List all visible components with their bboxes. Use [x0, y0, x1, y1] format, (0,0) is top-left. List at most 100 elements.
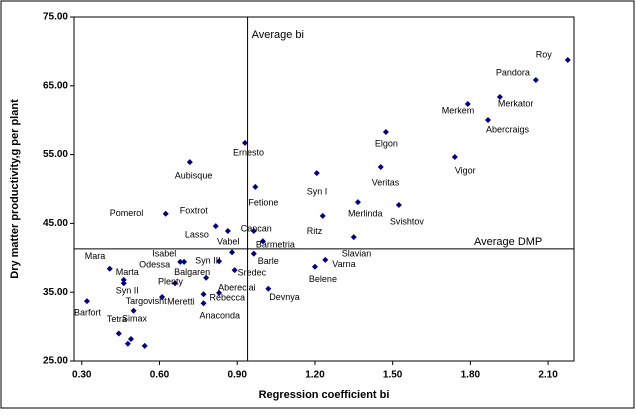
- point: [216, 258, 223, 265]
- point: [564, 57, 571, 63]
- point-label: Varna: [332, 259, 355, 269]
- point: [250, 250, 257, 257]
- point-label: Abercraigs: [486, 124, 530, 134]
- point-label: Marta: [116, 267, 139, 277]
- y-tick-label: 25.00: [43, 356, 68, 367]
- reference-label: Average bi: [252, 29, 304, 41]
- x-tick-label: 2.10: [538, 370, 558, 381]
- point-label: Elgon: [375, 138, 398, 148]
- point-label: Ritz: [307, 226, 323, 236]
- point: [120, 280, 127, 287]
- point-label: Foxtrot: [180, 206, 209, 216]
- point-label: Merlinda: [348, 208, 383, 218]
- point-label: Barle: [258, 256, 279, 266]
- point: [319, 212, 326, 219]
- y-tick-label: 55.00: [43, 149, 68, 160]
- point: [259, 238, 266, 245]
- point: [377, 163, 384, 170]
- point: [451, 154, 458, 161]
- x-axis-title: Regression coefficient bi: [259, 389, 390, 401]
- point: [395, 202, 402, 209]
- point-label: Veritas: [372, 177, 400, 187]
- x-tick-label: 1.80: [461, 370, 481, 381]
- x-tick-label: 0.30: [72, 370, 92, 381]
- y-tick-label: 65.00: [43, 80, 68, 91]
- point-label: Sredec: [238, 268, 267, 278]
- point: [224, 227, 231, 234]
- point-label: Vabel: [217, 237, 239, 247]
- point-label: Simax: [122, 313, 148, 323]
- point-label: Tetra: [107, 314, 127, 324]
- y-tick-label: 35.00: [43, 287, 68, 298]
- point-label: Merkem: [442, 105, 475, 115]
- reference-label: Average DMP: [474, 236, 542, 248]
- point: [382, 129, 389, 136]
- point-label: Roy: [536, 49, 553, 59]
- y-tick-label: 45.00: [43, 218, 68, 229]
- point: [106, 265, 113, 272]
- point-label: Ernesto: [233, 147, 264, 157]
- point: [181, 258, 188, 265]
- point: [354, 199, 361, 206]
- point-label: Odessa: [139, 259, 170, 269]
- point-label: Barmetria: [256, 240, 295, 250]
- x-tick-label: 1.50: [383, 370, 403, 381]
- point: [203, 274, 210, 281]
- point: [200, 300, 207, 307]
- point-label: Isabel: [152, 248, 176, 258]
- point-label: Slavian: [342, 249, 372, 259]
- point-label: Pomerol: [110, 208, 144, 218]
- point: [120, 276, 127, 283]
- point: [532, 77, 539, 84]
- point: [250, 227, 257, 234]
- point: [115, 330, 122, 337]
- point: [496, 94, 503, 101]
- point-label: Syn III: [195, 256, 221, 266]
- point: [130, 307, 137, 314]
- point-label: Aubisque: [175, 171, 213, 181]
- point-label: Anaconda: [200, 311, 241, 321]
- point-label: Rebecca: [210, 293, 246, 303]
- point: [241, 139, 248, 146]
- point: [229, 249, 236, 256]
- point: [350, 234, 357, 241]
- point-label: Syn I: [307, 187, 328, 197]
- point-label: Devnya: [269, 292, 300, 302]
- point: [265, 285, 272, 292]
- point: [313, 170, 320, 177]
- point-label: Vigor: [455, 165, 476, 175]
- point: [162, 210, 169, 217]
- point-label: Targovisht: [126, 296, 168, 306]
- y-tick-label: 75.00: [43, 12, 68, 23]
- point-label: Meretti: [167, 296, 195, 306]
- point-label: Belene: [309, 274, 337, 284]
- point: [322, 256, 329, 263]
- point: [141, 342, 148, 349]
- point-label: Plenty: [158, 277, 184, 287]
- point: [212, 223, 219, 230]
- x-tick-label: 0.60: [150, 370, 170, 381]
- y-axis-title: Dry matter productivity,g per plant: [9, 99, 21, 279]
- point: [484, 116, 491, 123]
- point: [311, 263, 318, 270]
- point: [200, 291, 207, 298]
- point-label: Merkator: [498, 98, 534, 108]
- point-label: Lasso: [185, 229, 209, 239]
- point-label: Cancan: [241, 223, 272, 233]
- point-label: Barfort: [74, 308, 102, 318]
- point: [159, 294, 166, 301]
- point: [186, 159, 193, 166]
- x-tick-label: 0.90: [227, 370, 247, 381]
- point: [216, 289, 223, 296]
- point: [124, 340, 131, 347]
- point: [172, 280, 179, 287]
- point-label: Balgaren: [174, 267, 210, 277]
- point-label: Fetione: [248, 197, 278, 207]
- point-label: Svishtov: [390, 216, 425, 226]
- point: [231, 267, 238, 274]
- x-tick-label: 1.20: [305, 370, 325, 381]
- point: [464, 101, 471, 108]
- point: [252, 183, 259, 190]
